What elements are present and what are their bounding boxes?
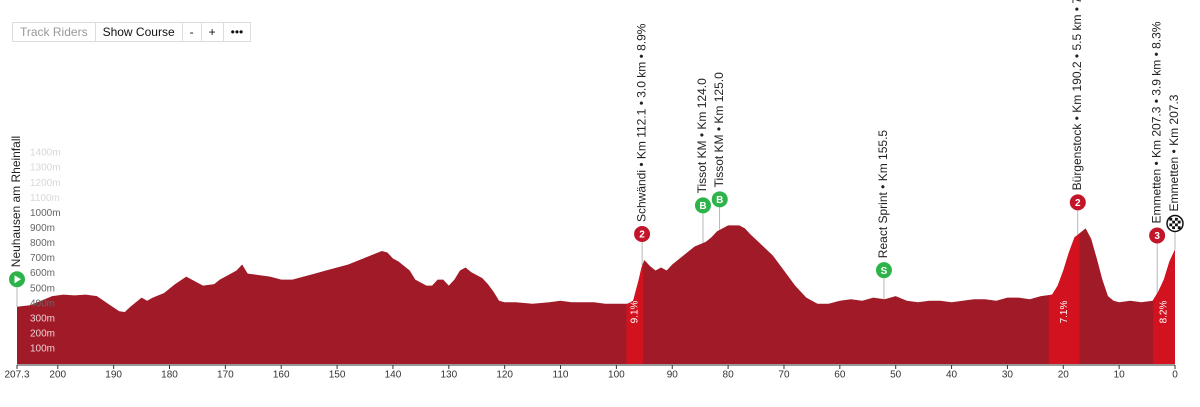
finish-check bbox=[1169, 217, 1173, 221]
marker-icon-label: S bbox=[881, 266, 888, 277]
marker-label: Schwändi • Km 112.1 • 3.0 km • 8.9% bbox=[634, 23, 648, 222]
x-tick-label: 80 bbox=[723, 370, 735, 381]
marker-icon-label: 3 bbox=[1154, 231, 1160, 242]
marker-label: Emmetten • Km 207.3 • 3.9 km • 8.3% bbox=[1149, 21, 1163, 223]
marker-icon bbox=[694, 197, 711, 214]
climb-gradient-label: 9.1% bbox=[629, 300, 640, 323]
marker-icon bbox=[875, 262, 892, 279]
y-tick-label: 100m bbox=[30, 344, 55, 355]
x-tick-label: 200 bbox=[49, 370, 66, 381]
finish-check bbox=[1175, 217, 1178, 221]
y-tick-label: 800m bbox=[30, 238, 55, 249]
marker: 2 Bürgenstock • Km 190.2 • 5.5 km • 7.8% bbox=[1069, 0, 1086, 235]
y-tick-label: 1300m bbox=[30, 163, 61, 174]
x-tick-label: 100 bbox=[608, 370, 625, 381]
x-tick-label: 207.3 bbox=[4, 370, 29, 381]
finish-check bbox=[1177, 226, 1181, 230]
marker: Neuhausen am Rheinfall bbox=[9, 136, 25, 307]
marker-icon bbox=[1149, 227, 1166, 244]
y-tick-label: 200m bbox=[30, 328, 55, 339]
finish-check bbox=[1169, 223, 1173, 227]
x-tick-label: 40 bbox=[946, 370, 958, 381]
x-tick-label: 120 bbox=[496, 370, 513, 381]
x-tick-label: 130 bbox=[440, 370, 457, 381]
marker-icon bbox=[1069, 194, 1086, 211]
x-tick-label: 70 bbox=[778, 370, 790, 381]
finish-check bbox=[1172, 220, 1175, 224]
y-tick-label: 500m bbox=[30, 283, 55, 294]
y-tick-label: 700m bbox=[30, 253, 55, 264]
x-tick-label: 170 bbox=[217, 370, 234, 381]
marker-label: Bürgenstock • Km 190.2 • 5.5 km • 7.8% bbox=[1070, 0, 1084, 190]
y-tick-label: 600m bbox=[30, 268, 55, 279]
marker: B Tissot KM • Km 124.0 bbox=[694, 78, 711, 244]
marker-icon bbox=[711, 191, 728, 208]
x-tick-label: 150 bbox=[329, 370, 346, 381]
marker: 3 Emmetten • Km 207.3 • 3.9 km • 8.3% bbox=[1149, 21, 1166, 294]
x-tick-label: 10 bbox=[1114, 370, 1126, 381]
play-icon bbox=[14, 275, 21, 284]
y-tick-label: 1400m bbox=[30, 148, 61, 159]
marker-label: Emmetten • Km 207.3 bbox=[1167, 94, 1181, 211]
zoom-out-button[interactable]: - bbox=[181, 22, 202, 42]
marker-icon-label: B bbox=[699, 201, 706, 212]
climb-gradient-label: 7.1% bbox=[1059, 300, 1070, 323]
x-tick-label: 20 bbox=[1058, 370, 1070, 381]
marker-label: Tissot KM • Km 125.0 bbox=[712, 72, 726, 187]
y-tick-label: 900m bbox=[30, 223, 55, 234]
x-tick-label: 60 bbox=[834, 370, 846, 381]
x-tick-label: 160 bbox=[273, 370, 290, 381]
finish-check bbox=[1177, 220, 1181, 224]
x-tick-label: 110 bbox=[553, 370, 569, 381]
y-tick-label: 1000m bbox=[30, 208, 61, 219]
x-tick-label: 0 bbox=[1172, 370, 1178, 381]
x-tick-label: 190 bbox=[105, 370, 122, 381]
x-tick-label: 30 bbox=[1002, 370, 1014, 381]
more-button[interactable]: ••• bbox=[222, 22, 252, 42]
marker-icon bbox=[634, 226, 651, 243]
marker: 2 Schwändi • Km 112.1 • 3.0 km • 8.9% bbox=[634, 23, 651, 267]
marker: Emmetten • Km 207.3 bbox=[1166, 94, 1184, 250]
y-tick-label: 1200m bbox=[30, 178, 61, 189]
y-tick-label: 1100m bbox=[30, 193, 60, 204]
climb-segment bbox=[1153, 249, 1175, 364]
marker-label: React Sprint • Km 155.5 bbox=[876, 130, 890, 259]
y-tick-label: 300m bbox=[30, 313, 55, 324]
marker: S React Sprint • Km 155.5 bbox=[875, 130, 892, 300]
x-tick-label: 90 bbox=[667, 370, 679, 381]
marker: B Tissot KM • Km 125.0 bbox=[711, 72, 728, 230]
marker-label: Tissot KM • Km 124.0 bbox=[695, 78, 709, 193]
marker-icon-label: 2 bbox=[1075, 198, 1081, 209]
climb-segment bbox=[626, 263, 644, 364]
elevation-area bbox=[17, 225, 1175, 364]
track-riders-button[interactable]: Track Riders bbox=[12, 22, 96, 42]
y-tick-label: 400m bbox=[30, 298, 55, 309]
finish-check bbox=[1175, 223, 1178, 227]
climb-segment bbox=[1048, 233, 1080, 364]
x-tick-label: 140 bbox=[385, 370, 402, 381]
marker-label: Neuhausen am Rheinfall bbox=[9, 136, 23, 267]
show-course-button[interactable]: Show Course bbox=[94, 22, 183, 42]
x-tick-label: 180 bbox=[161, 370, 178, 381]
climb-gradient-label: 8.2% bbox=[1159, 300, 1170, 323]
marker-icon-label: 2 bbox=[639, 230, 645, 241]
x-tick-label: 50 bbox=[890, 370, 902, 381]
finish-check bbox=[1172, 226, 1175, 230]
toolbar: Track Riders Show Course - + ••• bbox=[12, 22, 252, 42]
marker-icon-label: B bbox=[716, 195, 723, 206]
